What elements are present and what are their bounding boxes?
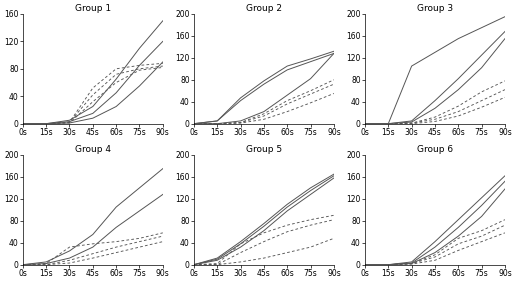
Title: Group 6: Group 6 (417, 145, 453, 154)
Title: Group 1: Group 1 (75, 4, 111, 13)
Title: Group 2: Group 2 (246, 4, 282, 13)
Title: Group 5: Group 5 (246, 145, 282, 154)
Title: Group 4: Group 4 (75, 145, 111, 154)
Title: Group 3: Group 3 (417, 4, 453, 13)
